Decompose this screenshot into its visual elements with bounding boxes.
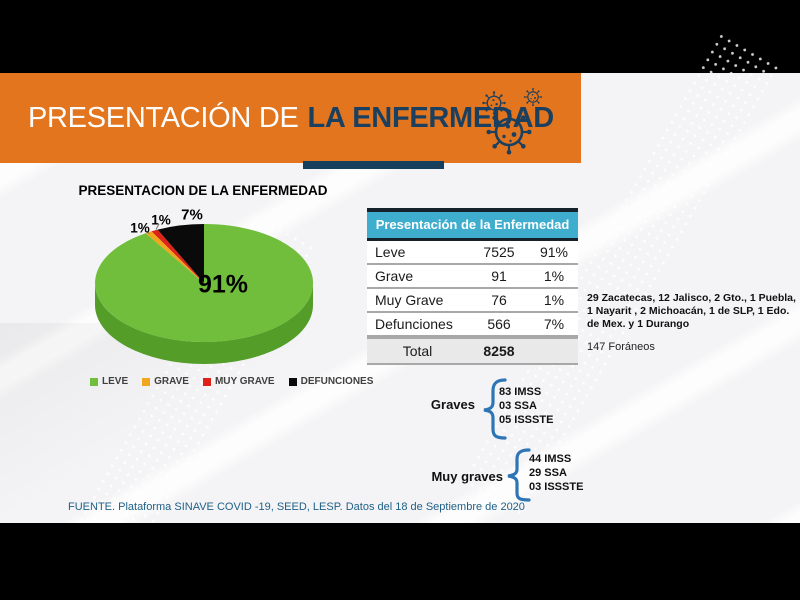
muy-graves-list: 44 IMSS 29 SSA 03 ISSSTE	[529, 452, 583, 494]
muy-graves-item: 03 ISSSTE	[529, 481, 584, 493]
source-footnote: FUENTE. Plataforma SINAVE COVID -19, SEE…	[68, 501, 525, 513]
legend-swatch-muy-grave	[202, 377, 211, 386]
graves-bracket-icon	[483, 378, 507, 440]
chart-legend: LEVE GRAVE MUY GRAVE DEFUNCIONES	[90, 376, 373, 387]
table-row-defunciones: Defunciones 566 7%	[367, 313, 578, 337]
row-pct: 1%	[543, 292, 565, 308]
summary-table: Presentación de la Enfermedad Leve 7525 …	[367, 208, 578, 365]
row-value: 76	[491, 292, 507, 308]
muy-graves-item: 29 SSA	[529, 467, 567, 479]
row-pct: 1%	[543, 268, 565, 284]
legend-item-defunciones: DEFUNCIONES	[288, 376, 374, 387]
pie-chart-svg	[95, 223, 314, 364]
slide-title-bold: LA ENFERMEDAD	[307, 101, 555, 134]
legend-swatch-leve	[90, 377, 98, 386]
graves-item: 83 IMSS	[499, 386, 542, 398]
pie-chart: 91% 1% 1% 7%	[70, 195, 360, 380]
legend-swatch-defunciones	[288, 377, 297, 386]
foraneos-note: 147 Foráneos	[587, 341, 655, 353]
slice-label-defunciones: 7%	[181, 206, 203, 224]
row-value: 566	[487, 316, 511, 332]
muy-graves-item: 44 IMSS	[529, 453, 572, 465]
bottom-letterbox	[0, 523, 800, 600]
legend-label-muy-grave: MUY GRAVE	[214, 376, 275, 387]
graves-item: 03 SSA	[499, 400, 537, 412]
table-row-leve: Leve 7525 91%	[367, 241, 578, 265]
slide-title: PRESENTACIÓN DE LA ENFERMEDAD	[28, 102, 554, 135]
row-label: Leve	[375, 244, 406, 260]
legend-item-grave: GRAVE	[142, 376, 189, 387]
legend-swatch-grave	[142, 377, 151, 386]
muy-graves-bracket-icon	[507, 448, 531, 502]
table-row-grave: Grave 91 1%	[367, 265, 578, 289]
state-distribution-note: 29 Zacatecas, 12 Jalisco, 2 Gto., 1 Pueb…	[587, 292, 796, 330]
legend-label-grave: GRAVE	[154, 376, 189, 387]
slide-content: PRESENTACIÓN DE LA ENFERMEDAD	[0, 30, 800, 600]
row-label: Defunciones	[375, 316, 453, 332]
coronavirus-icon	[481, 87, 543, 156]
total-value: 8258	[483, 343, 515, 359]
legend-label-leve: LEVE	[102, 376, 129, 387]
row-value: 91	[491, 268, 507, 284]
table-row-muy-grave: Muy Grave 76 1%	[367, 289, 578, 313]
slice-label-grave: 1%	[130, 220, 150, 236]
slice-label-leve: 91%	[197, 270, 249, 299]
table-title: Presentación de la Enfermedad	[367, 212, 578, 241]
total-pct-empty	[530, 339, 578, 363]
legend-label-defunciones: DEFUNCIONES	[300, 376, 374, 387]
graves-label: Graves	[430, 397, 475, 412]
row-label: Grave	[375, 268, 414, 284]
total-label: Total	[402, 343, 433, 359]
slide-title-light: PRESENTACIÓN DE	[28, 101, 299, 134]
top-letterbox	[0, 0, 800, 73]
row-value: 7525	[483, 244, 515, 260]
chart-title: PRESENTACION DE LA ENFERMEDAD	[78, 183, 328, 198]
legend-item-muy-grave: MUY GRAVE	[202, 376, 275, 387]
row-pct: 7%	[543, 316, 565, 332]
header-band: PRESENTACIÓN DE LA ENFERMEDAD	[0, 73, 581, 163]
legend-item-leve: LEVE	[90, 376, 128, 387]
graves-list: 83 IMSS 03 SSA 05 ISSSTE	[499, 385, 553, 427]
table-top-accent	[367, 208, 578, 212]
navy-accent-bar	[303, 161, 444, 169]
muy-graves-label: Muy graves	[431, 469, 503, 484]
row-label: Muy Grave	[375, 292, 444, 308]
row-pct: 91%	[539, 244, 569, 260]
slice-label-muy-grave: 1%	[151, 212, 171, 228]
graves-item: 05 ISSSTE	[499, 414, 554, 426]
table-total-row: Total 8258	[367, 337, 578, 363]
